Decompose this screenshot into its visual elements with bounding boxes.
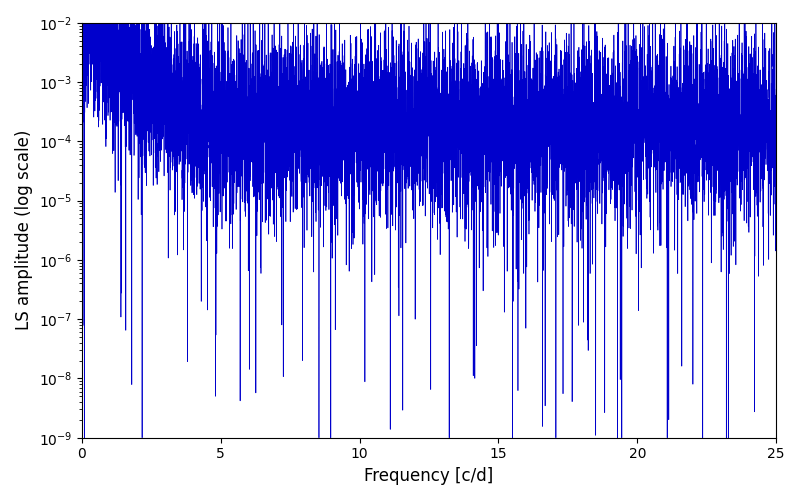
Y-axis label: LS amplitude (log scale): LS amplitude (log scale) (15, 130, 33, 330)
X-axis label: Frequency [c/d]: Frequency [c/d] (364, 467, 494, 485)
